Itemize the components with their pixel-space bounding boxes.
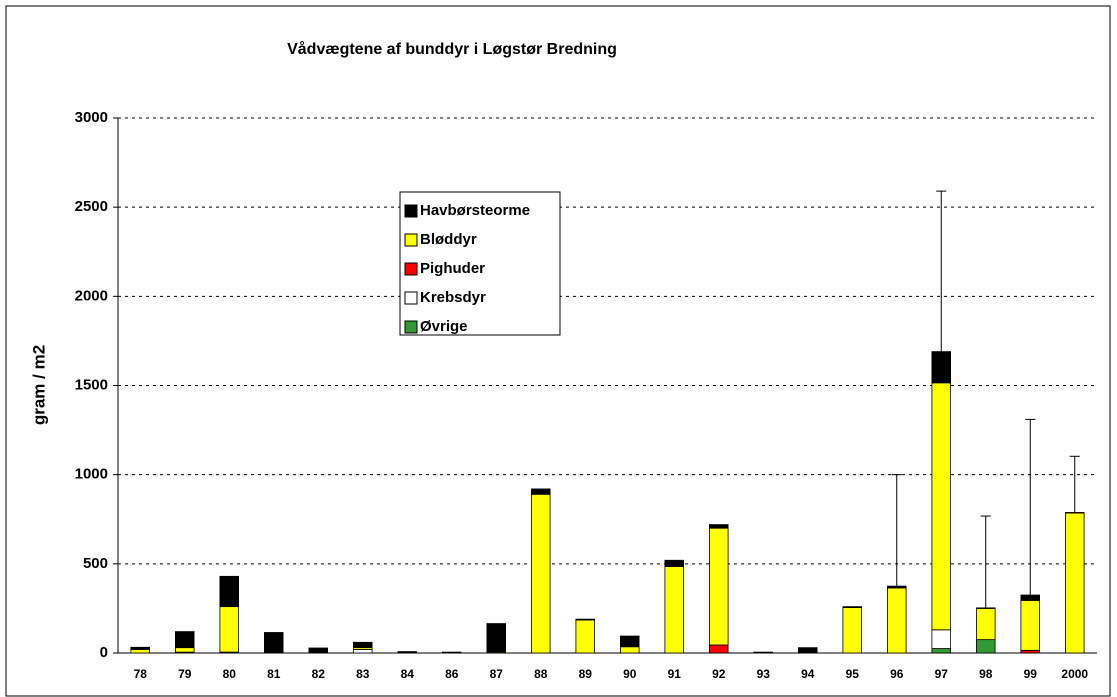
x-tick-label: 99 xyxy=(1024,667,1038,681)
y-axis-label: gram / m2 xyxy=(29,345,48,425)
y-tick-label: 0 xyxy=(100,644,108,661)
legend-label: Øvrige xyxy=(420,318,468,335)
x-tick-label: 88 xyxy=(534,667,548,681)
x-tick-label: 92 xyxy=(712,667,726,681)
bar-segment xyxy=(931,648,951,654)
y-tick-label: 2500 xyxy=(75,198,108,215)
bar-segment xyxy=(353,641,373,649)
bar-segment xyxy=(753,651,773,654)
x-tick-label: 89 xyxy=(579,667,593,681)
x-tick-label: 95 xyxy=(846,667,860,681)
bar-segment xyxy=(931,629,951,649)
bar-segment xyxy=(1065,512,1085,654)
x-tick-label: 78 xyxy=(134,667,148,681)
chart-frame xyxy=(5,5,1111,697)
bar-segment xyxy=(931,382,951,631)
bar-segment xyxy=(219,575,239,608)
bar-segment xyxy=(842,607,862,654)
bar-segment xyxy=(620,646,640,654)
bar-segment xyxy=(1020,599,1040,651)
bar-segment xyxy=(709,644,729,654)
bar-segment xyxy=(175,647,195,653)
x-tick-label: 97 xyxy=(935,667,949,681)
x-tick-label: 2000 xyxy=(1061,667,1088,681)
bar-segment xyxy=(353,649,373,654)
bar-segment xyxy=(798,647,818,654)
y-tick-label: 2000 xyxy=(75,287,108,304)
x-tick-label: 91 xyxy=(668,667,682,681)
bar-segment xyxy=(931,351,951,384)
bar-segment xyxy=(620,635,640,648)
y-tick-label: 3000 xyxy=(75,109,108,126)
bar-segment xyxy=(1020,649,1040,654)
bar-segment xyxy=(486,623,506,653)
y-tick-label: 500 xyxy=(83,555,108,572)
y-tick-label: 1000 xyxy=(75,466,108,483)
bar-segment xyxy=(976,607,996,609)
legend-swatch xyxy=(404,291,418,305)
legend-swatch xyxy=(404,204,418,218)
bar-segment xyxy=(976,639,996,654)
bar-segment xyxy=(397,651,417,654)
bar-segment xyxy=(531,488,551,495)
bar-segment xyxy=(175,631,195,649)
bar-segment xyxy=(709,524,729,529)
legend-label: Pighuder xyxy=(420,260,485,277)
bar-segment xyxy=(531,493,551,654)
legend-label: Havbørsteorme xyxy=(420,202,530,219)
bar-segment xyxy=(1065,512,1085,514)
x-tick-label: 90 xyxy=(623,667,637,681)
bar-segment xyxy=(442,651,462,654)
bar-segment xyxy=(664,566,684,654)
bar-segment xyxy=(575,618,595,621)
x-tick-label: 82 xyxy=(312,667,326,681)
x-tick-label: 94 xyxy=(801,667,815,681)
bar-segment xyxy=(130,646,150,650)
x-tick-label: 81 xyxy=(267,667,281,681)
legend-swatch xyxy=(404,233,418,247)
x-tick-label: 84 xyxy=(401,667,415,681)
bar-segment xyxy=(887,587,907,654)
x-tick-label: 86 xyxy=(445,667,459,681)
legend-swatch xyxy=(404,262,418,276)
bar-segment xyxy=(130,649,150,654)
bar-segment xyxy=(976,608,996,641)
bar-segment xyxy=(1020,594,1040,601)
legend-swatch xyxy=(404,320,418,334)
bar-segment xyxy=(575,619,595,654)
y-tick-label: 1500 xyxy=(75,376,108,393)
chart-title: Vådvægtene af bunddyr i Løgstør Bredning xyxy=(287,40,617,58)
x-tick-label: 87 xyxy=(490,667,504,681)
x-tick-label: 93 xyxy=(757,667,771,681)
x-tick-label: 96 xyxy=(890,667,904,681)
bar-segment xyxy=(308,647,328,654)
bar-segment xyxy=(264,632,284,653)
bar-segment xyxy=(709,527,729,646)
x-tick-label: 98 xyxy=(979,667,993,681)
x-tick-label: 83 xyxy=(356,667,370,681)
legend-label: Krebsdyr xyxy=(420,289,486,306)
bar-segment xyxy=(887,585,907,589)
bar-segment xyxy=(842,606,862,608)
bar-segment xyxy=(664,559,684,567)
legend-label: Bløddyr xyxy=(420,231,477,248)
x-tick-label: 79 xyxy=(178,667,192,681)
legend-box xyxy=(399,191,561,336)
x-tick-label: 80 xyxy=(223,667,237,681)
bar-segment xyxy=(219,606,239,653)
